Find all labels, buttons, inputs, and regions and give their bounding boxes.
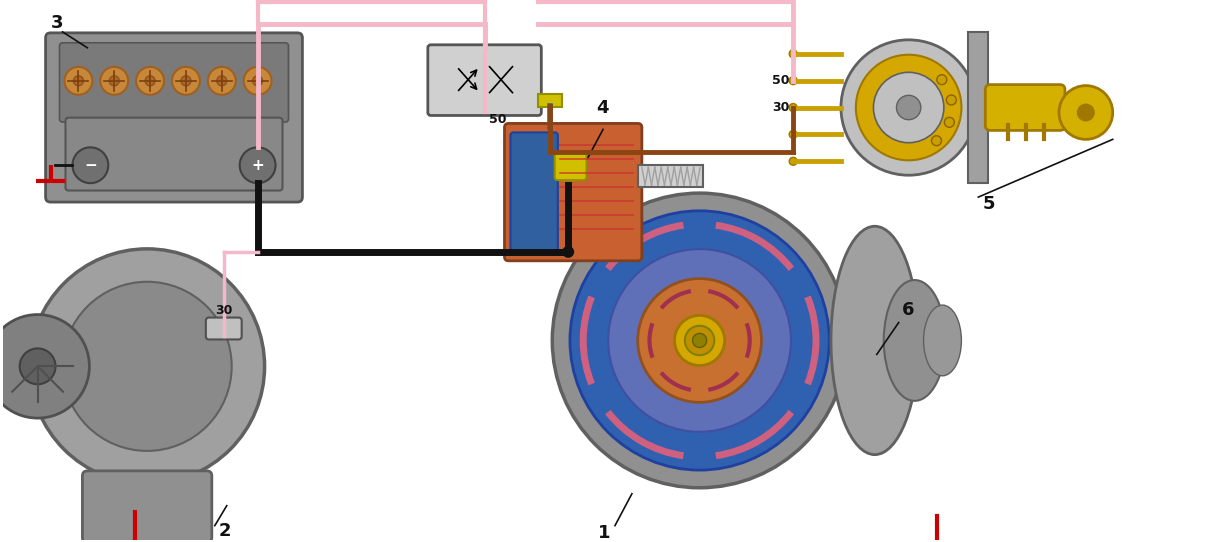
Circle shape bbox=[20, 349, 55, 384]
Circle shape bbox=[789, 131, 797, 138]
Circle shape bbox=[65, 67, 93, 95]
Text: +: + bbox=[252, 158, 264, 173]
Text: 50: 50 bbox=[771, 74, 789, 87]
Circle shape bbox=[73, 76, 83, 86]
Circle shape bbox=[855, 55, 962, 160]
Ellipse shape bbox=[884, 280, 946, 401]
Text: −: − bbox=[84, 158, 97, 173]
FancyBboxPatch shape bbox=[985, 85, 1064, 131]
Text: 30: 30 bbox=[215, 304, 232, 317]
Circle shape bbox=[29, 249, 265, 484]
Circle shape bbox=[684, 326, 715, 355]
Ellipse shape bbox=[831, 226, 919, 455]
Circle shape bbox=[789, 76, 797, 85]
Bar bbox=[968, 32, 989, 183]
FancyBboxPatch shape bbox=[45, 33, 302, 202]
Text: 1: 1 bbox=[598, 524, 611, 541]
Bar bbox=[539, 94, 562, 107]
Circle shape bbox=[0, 314, 89, 418]
Text: 30: 30 bbox=[772, 101, 789, 114]
Circle shape bbox=[1077, 104, 1095, 121]
Text: 50: 50 bbox=[489, 113, 506, 126]
FancyBboxPatch shape bbox=[205, 318, 242, 339]
Text: 3: 3 bbox=[50, 14, 64, 32]
Circle shape bbox=[62, 282, 232, 451]
Circle shape bbox=[145, 76, 155, 86]
Circle shape bbox=[72, 147, 109, 183]
Text: 4: 4 bbox=[596, 100, 609, 118]
Text: 6: 6 bbox=[902, 301, 914, 319]
Circle shape bbox=[208, 67, 236, 95]
Circle shape bbox=[253, 76, 263, 86]
Circle shape bbox=[136, 67, 164, 95]
Circle shape bbox=[243, 67, 271, 95]
Circle shape bbox=[789, 50, 797, 58]
Circle shape bbox=[874, 72, 943, 143]
FancyBboxPatch shape bbox=[60, 43, 288, 122]
Bar bbox=[638, 165, 703, 187]
FancyBboxPatch shape bbox=[511, 132, 557, 252]
FancyBboxPatch shape bbox=[66, 118, 282, 191]
Circle shape bbox=[789, 104, 797, 112]
Circle shape bbox=[693, 333, 706, 347]
Circle shape bbox=[181, 76, 191, 86]
Circle shape bbox=[562, 246, 574, 258]
Circle shape bbox=[100, 67, 128, 95]
Circle shape bbox=[569, 211, 830, 470]
FancyBboxPatch shape bbox=[505, 124, 642, 261]
FancyBboxPatch shape bbox=[82, 471, 211, 542]
Circle shape bbox=[609, 249, 791, 432]
Circle shape bbox=[789, 157, 797, 165]
Circle shape bbox=[675, 315, 725, 365]
Circle shape bbox=[946, 95, 957, 105]
Circle shape bbox=[552, 193, 847, 488]
Circle shape bbox=[240, 147, 275, 183]
Ellipse shape bbox=[924, 305, 962, 376]
Circle shape bbox=[937, 75, 947, 85]
FancyBboxPatch shape bbox=[555, 152, 587, 180]
Circle shape bbox=[897, 95, 921, 120]
Circle shape bbox=[109, 76, 120, 86]
Circle shape bbox=[931, 136, 941, 146]
Text: 5: 5 bbox=[982, 195, 995, 213]
Text: 2: 2 bbox=[219, 521, 231, 539]
Circle shape bbox=[841, 40, 976, 175]
Circle shape bbox=[945, 118, 954, 127]
FancyBboxPatch shape bbox=[428, 45, 541, 115]
Circle shape bbox=[1059, 86, 1113, 139]
Circle shape bbox=[638, 279, 761, 402]
Circle shape bbox=[216, 76, 227, 86]
Circle shape bbox=[172, 67, 200, 95]
